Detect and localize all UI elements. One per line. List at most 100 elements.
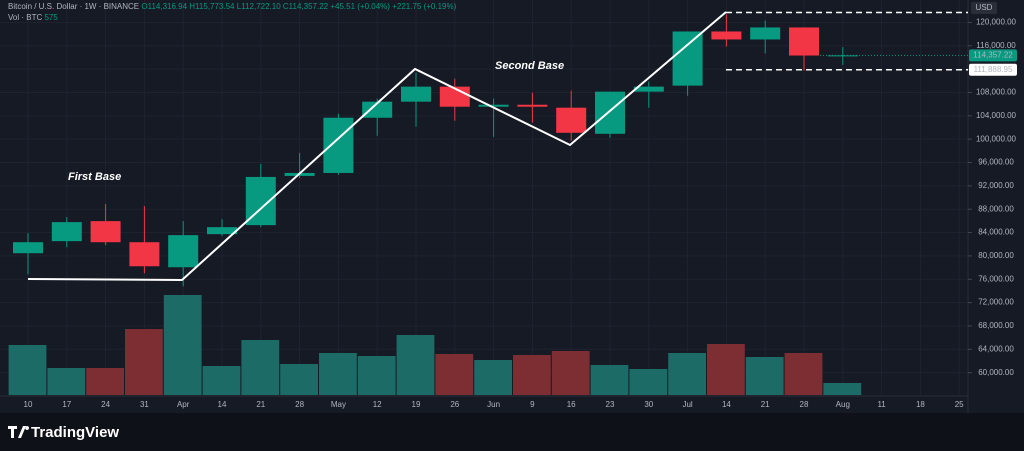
y-tick-label: 80,000.00 (978, 251, 1014, 260)
x-tick-label: 9 (530, 400, 535, 409)
legend-low: L112,722.10 (237, 2, 281, 11)
candle-body (401, 86, 431, 102)
candle-body (207, 227, 237, 235)
y-tick-label: 60,000.00 (978, 368, 1014, 377)
volume-bar (823, 383, 862, 395)
volume-legend: Vol · BTC 575 (8, 13, 58, 22)
x-tick-label: 18 (916, 400, 925, 409)
x-tick-label: 28 (800, 400, 809, 409)
x-tick-label: 14 (218, 400, 227, 409)
volume-label: Vol · BTC (8, 13, 42, 22)
x-tick-label: Jun (487, 400, 500, 409)
y-tick-label: 92,000.00 (978, 181, 1014, 190)
volume-bar (47, 367, 86, 395)
volume-bar (202, 365, 241, 395)
legend-high: H115,773.54 (189, 2, 235, 11)
currency-label: USD (976, 3, 993, 12)
candle-body (168, 235, 199, 268)
volume-bar (396, 335, 435, 395)
volume-bar (474, 360, 512, 395)
candle-body (517, 104, 548, 107)
volume-pane (8, 295, 862, 395)
x-tick-label: Apr (177, 400, 190, 409)
candle-body (750, 27, 781, 40)
trend-drawing (27, 11, 727, 282)
volume-bar (86, 367, 124, 395)
legend-change: +221.75 (+0.19%) (392, 2, 456, 11)
y-tick-label: 64,000.00 (978, 344, 1014, 353)
candle-body (323, 117, 354, 173)
volume-bar (707, 343, 745, 395)
x-tick-label: 24 (101, 400, 110, 409)
symbol-title: Bitcoin / U.S. Dollar · 1W · BINANCE (8, 2, 139, 11)
volume-bar (745, 356, 784, 395)
level-badge (969, 63, 1017, 76)
volume-bar (784, 352, 823, 395)
candle-body (129, 242, 160, 267)
y-tick-label: 88,000.00 (978, 204, 1014, 213)
candle-body (633, 86, 664, 92)
candle-body (556, 107, 587, 133)
legend: Bitcoin / U.S. Dollar · 1W · BINANCE O11… (8, 2, 457, 11)
candle-body (439, 86, 470, 107)
annotation: First Base (68, 171, 121, 183)
x-tick-label: 21 (256, 400, 265, 409)
volume-value: 575 (44, 13, 58, 22)
x-tick-label: 23 (606, 400, 615, 409)
x-tick-label: 25 (955, 400, 964, 409)
x-tick-label: 30 (644, 400, 653, 409)
x-tick-label: 31 (140, 400, 149, 409)
x-tick-label: 10 (24, 400, 33, 409)
y-tick-label: 72,000.00 (978, 298, 1014, 307)
y-tick-label: 68,000.00 (978, 321, 1014, 330)
x-tick-label: 28 (295, 400, 304, 409)
candle-body (90, 221, 121, 243)
volume-bar (590, 365, 629, 395)
currency-badge (971, 2, 997, 14)
y-tick-label: 104,000.00 (976, 111, 1017, 120)
volume-bar (513, 354, 551, 395)
volume-bar (8, 345, 47, 395)
x-tick-label: May (331, 400, 346, 409)
y-tick-label: 84,000.00 (978, 228, 1014, 237)
price-label: 114,357.22 (973, 50, 1013, 59)
legend-open: O114,316.94 (141, 2, 187, 11)
volume-bar (629, 368, 668, 395)
x-tick-label: 11 (877, 400, 886, 409)
volume-bar (551, 351, 590, 395)
y-tick-label: 120,000.00 (976, 18, 1017, 27)
level-label: 111,888.95 (974, 65, 1013, 74)
volume-bar (357, 355, 396, 395)
annotation: Second Base (495, 60, 564, 72)
x-tick-label: 12 (373, 400, 382, 409)
candle-body (827, 55, 858, 57)
legend-change: +45.51 (+0.04%) (330, 2, 390, 11)
candle-body (789, 27, 819, 56)
y-tick-label: 96,000.00 (978, 158, 1014, 167)
candle-body (595, 91, 625, 134)
brand-icon (8, 426, 30, 438)
y-tick-label: 76,000.00 (978, 274, 1014, 283)
x-tick-label: Aug (836, 400, 850, 409)
x-tick-label: Jul (682, 400, 692, 409)
candle-body (478, 104, 509, 107)
x-tick-label: 17 (62, 400, 71, 409)
x-tick-label: 26 (450, 400, 459, 409)
x-tick-label: 16 (567, 400, 576, 409)
volume-bar (280, 364, 318, 395)
volume-bar (163, 295, 202, 395)
price-badge (969, 49, 1017, 62)
x-tick-label: 19 (412, 400, 421, 409)
candle-body (711, 31, 742, 40)
candle-body (672, 31, 703, 86)
x-tick-label: 21 (761, 400, 770, 409)
brand-name: TradingView (31, 424, 119, 441)
volume-bar (125, 329, 163, 395)
volume-bar (668, 352, 706, 395)
candle-body (13, 242, 43, 254)
y-tick-label: 108,000.00 (976, 88, 1017, 97)
overlay: 114,357.22 111,888.95 (726, 11, 1017, 76)
y-tick-label: 100,000.00 (976, 134, 1017, 143)
volume-bar (241, 340, 280, 395)
